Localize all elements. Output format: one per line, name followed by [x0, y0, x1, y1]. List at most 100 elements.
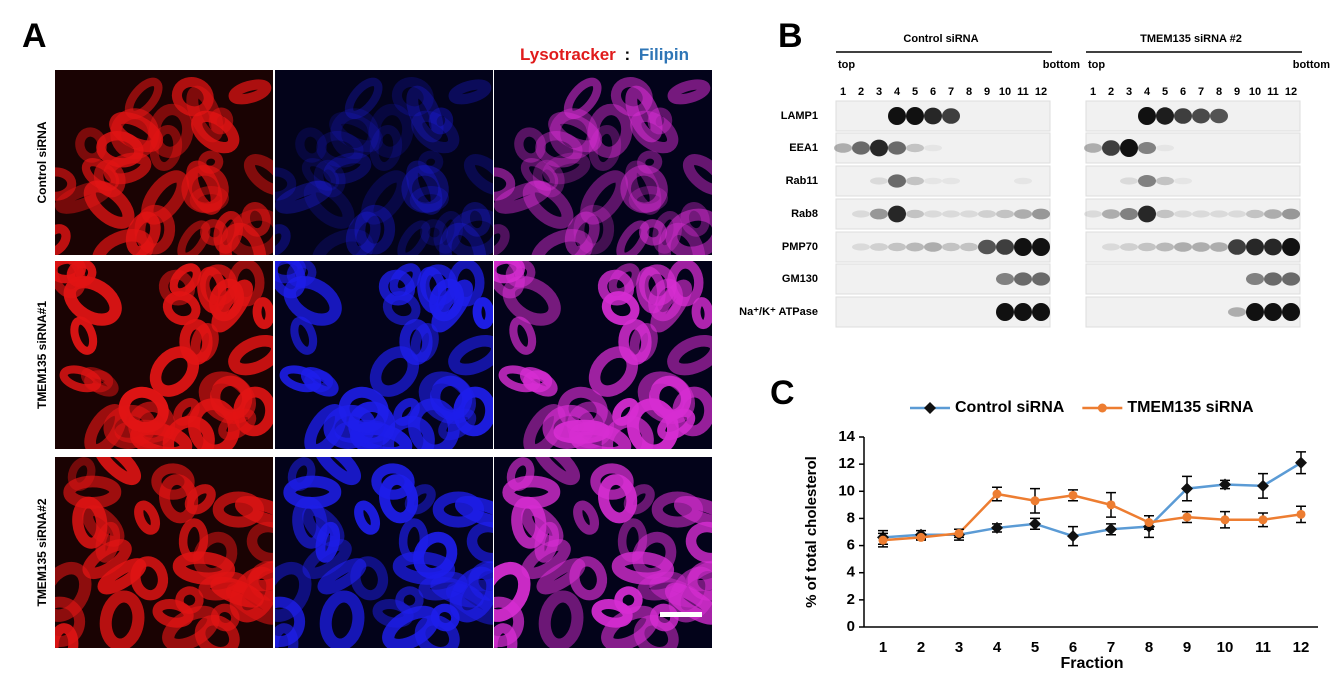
- lane-number: 9: [1234, 86, 1240, 98]
- cell: [536, 558, 586, 595]
- cell: [243, 154, 273, 196]
- band: [852, 210, 870, 218]
- cell: [287, 457, 316, 491]
- cell: [438, 408, 477, 441]
- cell: [531, 229, 593, 255]
- point: [1182, 512, 1192, 522]
- lane-number: 6: [1180, 86, 1186, 98]
- legend-label: TMEM135 siRNA: [1127, 399, 1254, 416]
- cell: [334, 419, 391, 444]
- panel-label: B: [778, 17, 803, 55]
- y-tick-label: 6: [847, 537, 855, 554]
- cell: [246, 521, 273, 564]
- band: [1120, 139, 1138, 157]
- panel-label: A: [22, 17, 47, 55]
- cell: [369, 124, 403, 171]
- cell: [630, 110, 679, 154]
- cell: [63, 475, 122, 509]
- x-tick-label: 10: [1217, 639, 1234, 656]
- cell: [55, 167, 77, 201]
- cell: [628, 185, 668, 213]
- x-tick-label: 4: [993, 639, 1002, 656]
- cell: [494, 180, 552, 214]
- cell: [184, 484, 216, 515]
- cell: [542, 152, 591, 185]
- band: [996, 273, 1014, 285]
- band: [1032, 303, 1050, 321]
- band: [1032, 238, 1050, 256]
- cell: [601, 415, 654, 449]
- cell: [368, 103, 414, 159]
- cell: [463, 154, 493, 196]
- cell: [398, 518, 429, 563]
- cell: [431, 279, 474, 333]
- band: [996, 303, 1014, 321]
- row-label: Control siRNA: [35, 121, 49, 203]
- micrograph: [55, 261, 273, 449]
- band: [834, 143, 852, 153]
- cell: [55, 623, 79, 648]
- cell: [275, 224, 291, 255]
- cell: [409, 185, 449, 213]
- band: [1246, 273, 1264, 285]
- micrograph: [494, 70, 712, 255]
- x-tick-label: 6: [1069, 639, 1077, 656]
- cell: [665, 208, 712, 255]
- cell: [406, 85, 444, 143]
- y-tick-label: 12: [838, 455, 855, 472]
- cell: [67, 457, 96, 491]
- point: [1029, 517, 1041, 530]
- cell: [350, 556, 389, 601]
- cell: [345, 211, 381, 255]
- cell: [286, 261, 317, 288]
- marker-label: EEA1: [789, 142, 818, 154]
- cell: [80, 367, 119, 397]
- cell: [354, 500, 381, 535]
- cell: [382, 415, 435, 449]
- cell: [290, 316, 318, 355]
- lane-number: 5: [1162, 86, 1168, 98]
- cell: [686, 558, 712, 592]
- band: [1156, 209, 1174, 219]
- cell: [553, 419, 610, 444]
- band: [906, 143, 924, 153]
- band: [1084, 143, 1102, 153]
- band: [1210, 210, 1228, 218]
- cell: [563, 77, 602, 120]
- cell: [303, 180, 355, 229]
- cell: [564, 211, 600, 255]
- marker-label: Rab11: [786, 175, 818, 187]
- x-tick-label: 7: [1107, 639, 1115, 656]
- cell: [682, 154, 712, 196]
- cell: [404, 484, 436, 515]
- band: [1264, 209, 1282, 219]
- cell: [401, 165, 449, 214]
- micrograph: [494, 457, 712, 648]
- cell: [99, 590, 145, 648]
- band: [1210, 242, 1228, 252]
- y-tick-label: 2: [847, 591, 855, 608]
- lane-number: 1: [840, 86, 846, 98]
- cell: [130, 556, 169, 601]
- band: [1228, 210, 1246, 218]
- point: [1181, 482, 1193, 495]
- micrograph-bg: [275, 70, 493, 255]
- title-filipin: Filipin: [639, 45, 689, 64]
- cell: [532, 457, 580, 486]
- cell: [395, 586, 424, 614]
- cell: [590, 463, 634, 500]
- lane-number: 11: [1017, 86, 1029, 98]
- band: [1192, 242, 1210, 252]
- lane-number: 12: [1035, 86, 1047, 98]
- cell: [520, 158, 559, 191]
- cell: [83, 180, 135, 229]
- cell: [461, 202, 491, 237]
- band: [1246, 209, 1264, 219]
- y-tick-label: 14: [838, 428, 855, 445]
- x-tick-label: 11: [1255, 639, 1271, 656]
- cell: [399, 319, 433, 366]
- cell: [625, 85, 663, 143]
- lane-number: 7: [948, 86, 954, 98]
- cell: [406, 160, 443, 215]
